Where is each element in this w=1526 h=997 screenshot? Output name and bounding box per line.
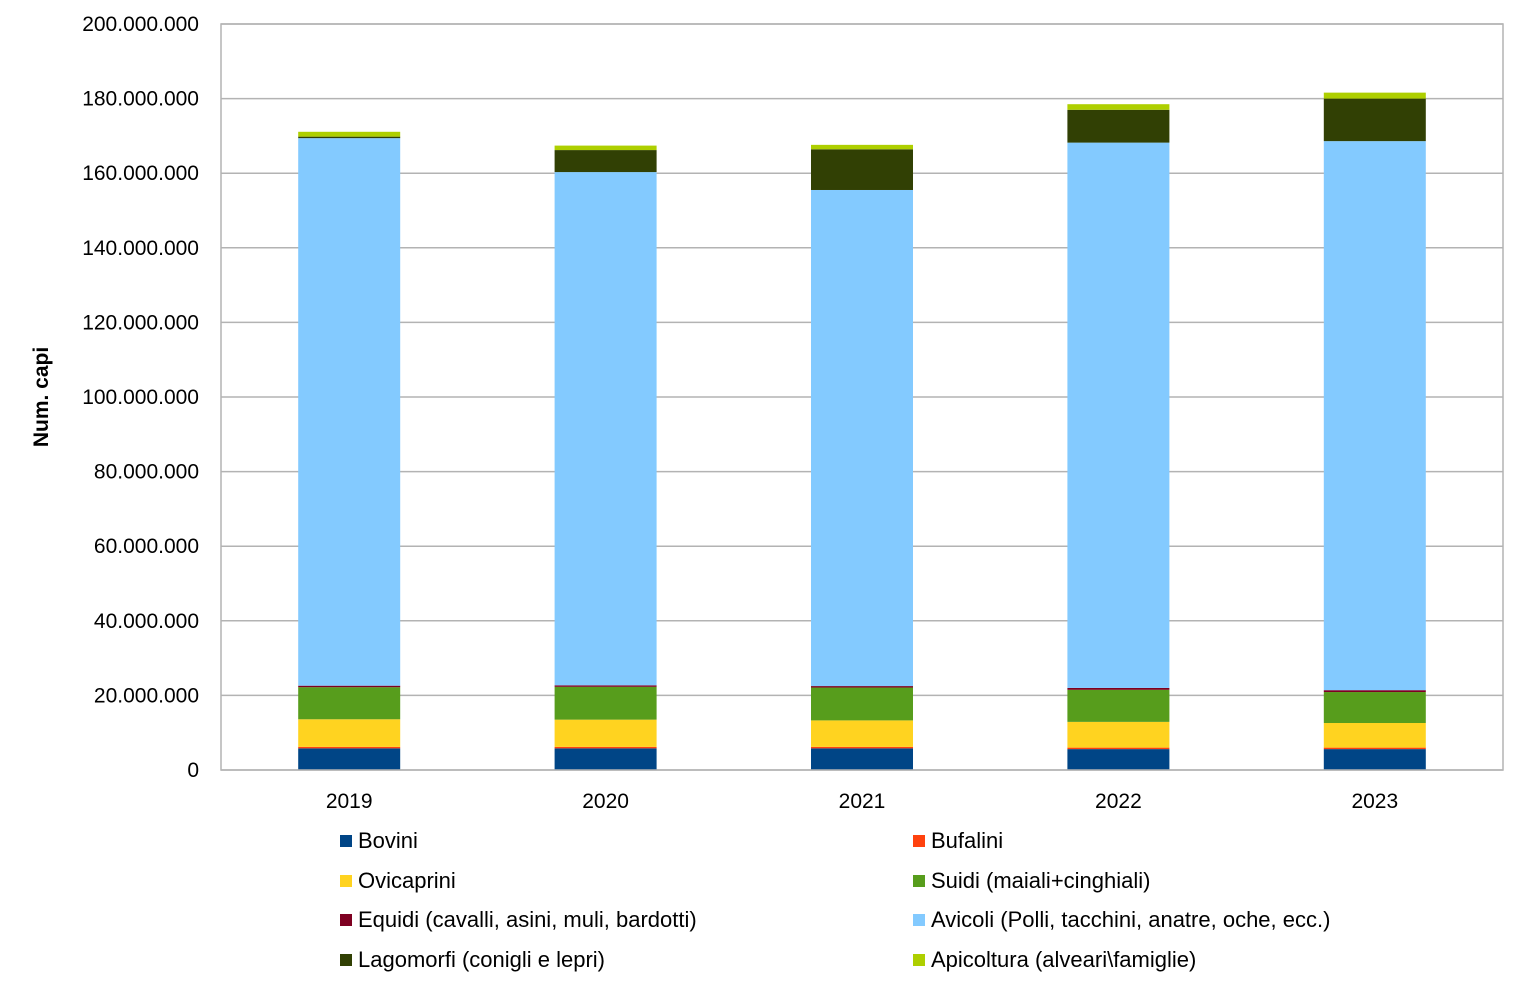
legend-swatch — [340, 835, 352, 847]
bar-segment — [1067, 104, 1170, 110]
plot-area-border — [220, 23, 1504, 771]
legend-label: Lagomorfi (conigli e lepri) — [358, 946, 605, 972]
bar-segment — [554, 748, 657, 770]
bar-segment — [298, 719, 401, 747]
x-tick-label: 2021 — [839, 790, 886, 813]
bar-segment — [811, 748, 913, 770]
legend-label: Bufalini — [931, 828, 1004, 853]
x-tick-label: 2019 — [326, 790, 373, 813]
legend-item: Ovicaprini — [340, 868, 456, 894]
bar-segment — [1323, 692, 1426, 724]
y-tick-label: 140.000.000 — [82, 237, 199, 260]
y-tick-label: 100.000.000 — [82, 386, 199, 409]
legend-item: Apicoltura (alveari\famiglie) — [913, 947, 1196, 973]
bar-segment — [554, 145, 657, 151]
bar-segment — [811, 720, 913, 747]
y-tick-label: 160.000.000 — [82, 162, 199, 185]
bar-segment — [1323, 747, 1426, 750]
bar-segment — [1067, 687, 1170, 690]
bar-segment — [1067, 749, 1170, 770]
bar-segment — [1323, 92, 1426, 99]
legend-swatch — [913, 914, 925, 926]
y-tick-label: 20.000.000 — [94, 684, 199, 707]
x-axis-ticks: 2019 2020 2021 2022 2023 — [326, 790, 1398, 813]
legend-swatch — [340, 874, 352, 887]
legend-item: Bovini — [340, 828, 418, 854]
bar-segment — [554, 172, 657, 686]
legend-label: Bovini — [358, 828, 418, 853]
bar-segment — [298, 687, 401, 720]
bar-segment — [1067, 721, 1170, 748]
bar-segment — [1323, 98, 1426, 142]
legend-item: Avicoli (Polli, tacchini, anatre, oche, … — [913, 907, 1330, 933]
legend-swatch — [913, 953, 925, 966]
legend-swatch — [913, 835, 925, 847]
bar-segment — [1067, 109, 1170, 143]
y-tick-label: 0 — [187, 759, 199, 782]
legend-item: Equidi (cavalli, asini, muli, bardotti) — [340, 907, 697, 933]
y-axis-ticks: 0 20.000.000 40.000.000 60.000.000 80.000.00… — [82, 13, 199, 782]
bar-segment — [554, 746, 657, 749]
bar-segment — [1323, 749, 1426, 770]
bar-segment — [298, 748, 401, 770]
bar-segment — [1323, 723, 1426, 748]
legend-label: Avicoli (Polli, tacchini, anatre, oche, … — [931, 907, 1331, 932]
legend-swatch — [340, 914, 352, 926]
bars — [298, 92, 1426, 770]
bar-segment — [1067, 689, 1170, 722]
bar-segment — [554, 686, 657, 720]
legend-swatch — [913, 874, 925, 887]
y-tick-label: 40.000.000 — [94, 610, 199, 633]
bar-segment — [298, 746, 401, 749]
x-tick-label: 2020 — [582, 790, 629, 813]
y-tick-label: 200.000.000 — [82, 13, 199, 36]
bar-segment — [1067, 142, 1170, 688]
legend-item: Lagomorfi (conigli e lepri) — [340, 947, 605, 973]
legend-label: Apicoltura (alveari\famiglie) — [931, 946, 1197, 972]
bar-segment — [554, 150, 657, 173]
bar-segment — [1067, 747, 1170, 750]
legend-item: Suidi (maiali+cinghiali) — [913, 868, 1150, 894]
bar-segment — [1323, 141, 1426, 691]
legend-label: Ovicaprini — [358, 867, 456, 893]
legend-label: Equidi (cavalli, asini, muli, bardotti) — [358, 907, 697, 932]
bar-segment — [298, 685, 401, 688]
bar-segment — [811, 149, 913, 190]
bar-segment — [554, 719, 657, 747]
y-axis-label: Num. capi — [30, 347, 53, 447]
bar-segment — [298, 138, 401, 686]
x-tick-label: 2022 — [1095, 790, 1142, 813]
bar-segment — [811, 687, 913, 721]
bar-segment — [811, 746, 913, 749]
legend-item: Bufalini — [913, 828, 1003, 854]
bar-segment — [298, 136, 401, 139]
y-tick-label: 80.000.000 — [94, 461, 199, 484]
y-tick-label: 120.000.000 — [82, 311, 199, 334]
bar-segment — [811, 686, 913, 688]
bar-segment — [811, 144, 913, 150]
y-tick-label: 60.000.000 — [94, 535, 199, 558]
y-tick-label: 180.000.000 — [82, 88, 199, 111]
x-tick-label: 2023 — [1351, 790, 1398, 813]
bar-segment — [554, 685, 657, 687]
legend-swatch — [340, 953, 352, 966]
bar-segment — [811, 189, 913, 687]
bar-segment — [298, 131, 401, 137]
legend-label: Suidi (maiali+cinghiali) — [931, 867, 1151, 893]
bar-segment — [1323, 690, 1426, 693]
